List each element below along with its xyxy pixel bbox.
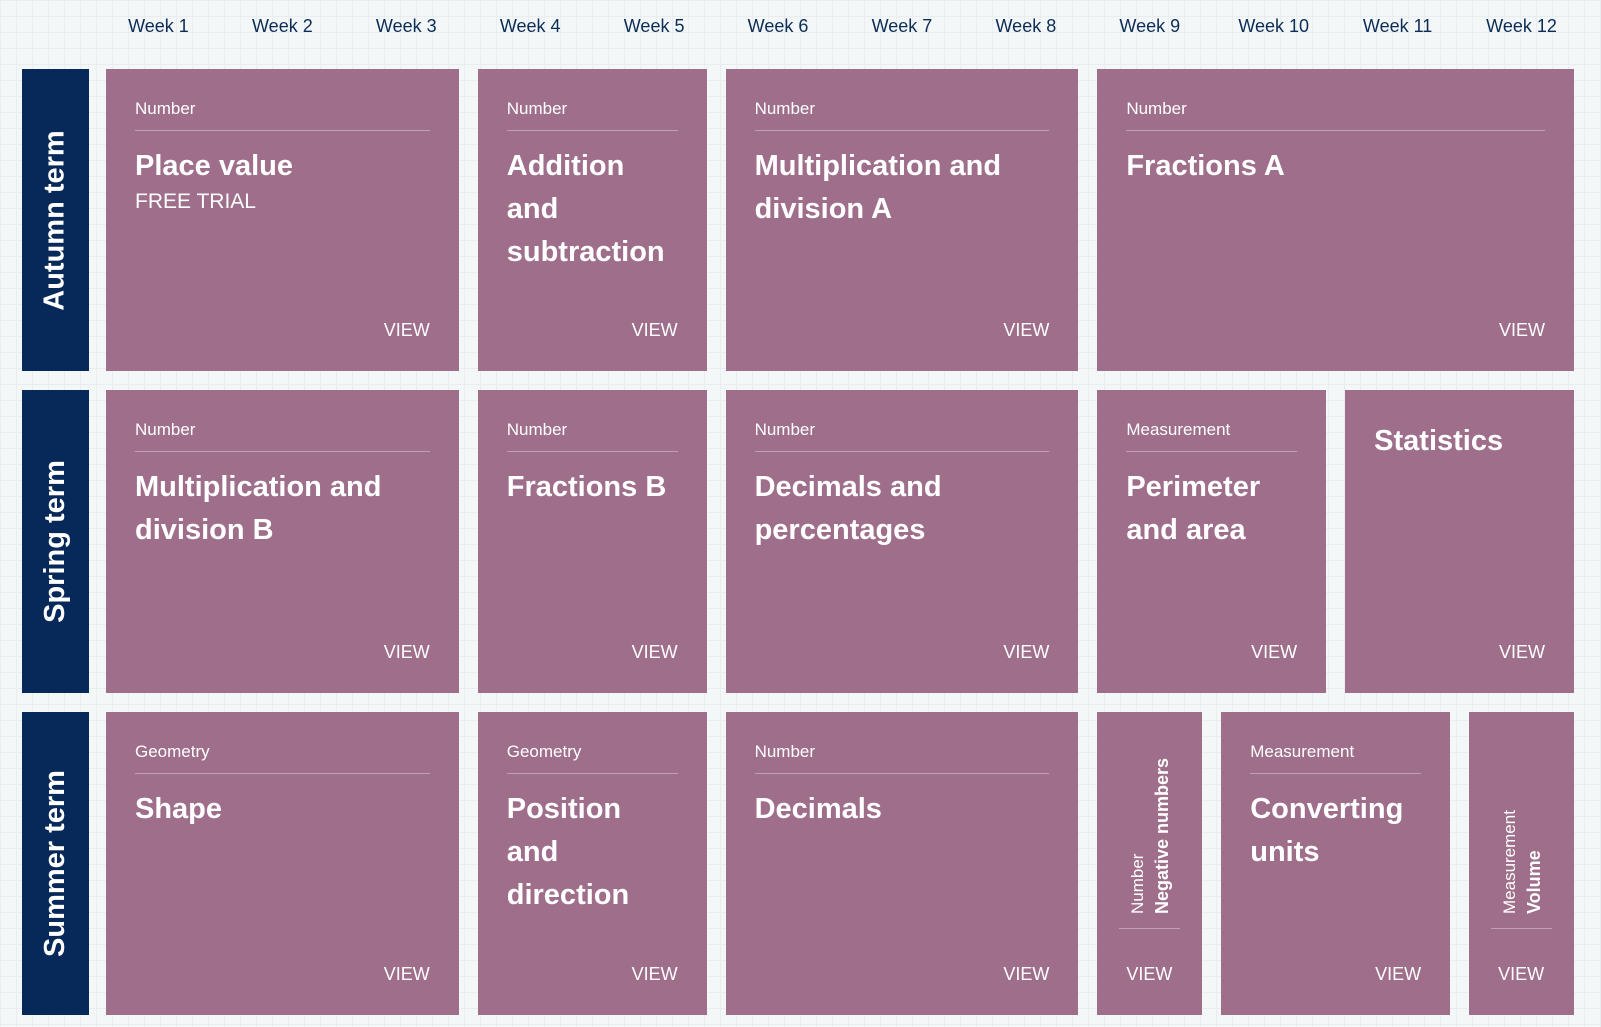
view-link[interactable]: VIEW: [1003, 320, 1050, 340]
week-label: Week 1: [128, 16, 189, 36]
unit-category: Geometry: [506, 742, 678, 774]
unit-card[interactable]: Number Multiplication and division B VIE…: [106, 390, 459, 693]
week-label: Week 12: [1486, 16, 1557, 36]
unit-title: Place value: [135, 150, 293, 182]
unit-card[interactable]: Measurement Converting units VIEW: [1221, 712, 1451, 1015]
unit-category: Measurement: [1250, 742, 1422, 774]
unit-title: Multiplication and division A: [754, 150, 1002, 225]
week-label: Week 8: [995, 16, 1057, 36]
unit-title: Shape: [135, 793, 223, 825]
week-label: Week 10: [1238, 16, 1310, 36]
autumn-row: Number Place value FREE TRIAL VIEW Numbe…: [106, 69, 1574, 371]
unit-card[interactable]: Number Fractions B VIEW: [477, 390, 707, 693]
view-link[interactable]: VIEW: [383, 642, 430, 662]
view-link[interactable]: VIEW: [631, 964, 678, 984]
view-link[interactable]: VIEW: [1375, 964, 1422, 984]
unit-card[interactable]: Number Decimals VIEW: [725, 712, 1079, 1015]
view-link[interactable]: VIEW: [1498, 964, 1545, 984]
unit-title: Fractions A: [1126, 150, 1285, 182]
view-link[interactable]: VIEW: [631, 320, 678, 340]
week-label: Week 5: [623, 16, 685, 36]
unit-category: Number: [506, 420, 678, 452]
week-header: Week 1 Week 2 Week 3 Week 4 Week 5 Week …: [106, 16, 1574, 37]
vertical-label: Number Negative numbers: [1119, 758, 1181, 929]
week-label: Week 11: [1362, 16, 1433, 36]
unit-card[interactable]: Geometry Shape VIEW: [106, 712, 459, 1015]
unit-card[interactable]: Number Place value FREE TRIAL VIEW: [106, 69, 459, 371]
unit-title: Converting units: [1250, 793, 1404, 868]
unit-card[interactable]: Statistics VIEW: [1345, 390, 1574, 693]
unit-category: Number: [506, 99, 678, 131]
unit-title: Perimeter and area: [1126, 471, 1261, 546]
unit-title: Fractions B: [506, 471, 667, 503]
unit-category: Measurement: [1126, 420, 1298, 452]
view-link[interactable]: VIEW: [1126, 964, 1173, 984]
term-label: Summer term: [39, 770, 71, 957]
unit-title: Addition and subtraction: [506, 150, 665, 268]
unit-category: Number: [754, 420, 1050, 452]
term-autumn: Autumn term: [22, 69, 89, 371]
week-label: Week 3: [375, 16, 437, 36]
term-summer: Summer term: [22, 712, 89, 1015]
unit-card[interactable]: Measurement Volume VIEW: [1469, 712, 1574, 1015]
summer-row: Geometry Shape VIEW Geometry Position an…: [106, 712, 1574, 1015]
unit-title: Decimals and percentages: [754, 471, 942, 546]
week-label: Week 9: [1119, 16, 1181, 36]
view-link[interactable]: VIEW: [383, 964, 430, 984]
unit-card[interactable]: Number Fractions A VIEW: [1097, 69, 1574, 371]
unit-card[interactable]: Number Decimals and percentages VIEW: [725, 390, 1079, 693]
view-link[interactable]: VIEW: [1251, 642, 1298, 662]
unit-card[interactable]: Measurement Perimeter and area VIEW: [1097, 390, 1327, 693]
term-label: Autumn term: [39, 129, 72, 311]
unit-category: Number: [754, 742, 1050, 774]
unit-title: Volume: [1523, 850, 1544, 914]
week-label: Week 7: [871, 16, 933, 36]
term-spring: Spring term: [22, 390, 89, 693]
unit-card[interactable]: Number Addition and subtraction VIEW: [477, 69, 707, 371]
vertical-label: Measurement Volume: [1491, 772, 1552, 929]
free-trial-label: FREE TRIAL: [135, 190, 256, 213]
unit-category: Number: [135, 420, 430, 452]
unit-category: Number: [135, 99, 430, 131]
view-link[interactable]: VIEW: [383, 320, 430, 340]
week-label: Week 4: [499, 16, 561, 36]
view-link[interactable]: VIEW: [1498, 320, 1545, 340]
unit-title: Decimals: [754, 793, 882, 825]
view-link[interactable]: VIEW: [631, 642, 678, 662]
unit-category: Number: [1127, 853, 1147, 914]
view-link[interactable]: VIEW: [1003, 964, 1050, 984]
spring-row: Number Multiplication and division B VIE…: [106, 390, 1574, 693]
term-label: Spring term: [39, 460, 71, 623]
view-link[interactable]: VIEW: [1003, 642, 1050, 662]
unit-card[interactable]: Number Negative numbers VIEW: [1097, 712, 1203, 1015]
unit-category: Geometry: [135, 742, 430, 774]
unit-title: Statistics: [1374, 425, 1504, 457]
unit-card[interactable]: Geometry Position and direction VIEW: [477, 712, 707, 1015]
unit-card[interactable]: Number Multiplication and division A VIE…: [725, 69, 1079, 371]
week-label: Week 2: [252, 16, 313, 36]
unit-category: Number: [754, 99, 1050, 131]
unit-category: Measurement: [1499, 810, 1519, 914]
unit-title: Position and direction: [506, 793, 630, 911]
unit-category: Number: [1126, 99, 1545, 131]
unit-title: Negative numbers: [1151, 757, 1172, 914]
unit-title: Multiplication and division B: [135, 471, 382, 546]
view-link[interactable]: VIEW: [1498, 642, 1545, 662]
week-label: Week 6: [747, 16, 809, 36]
